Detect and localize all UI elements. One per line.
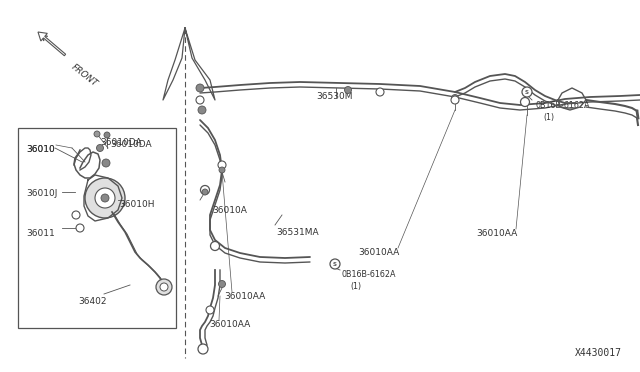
Circle shape <box>160 283 168 291</box>
Circle shape <box>451 94 458 102</box>
FancyArrow shape <box>38 32 66 56</box>
Circle shape <box>72 211 80 219</box>
Text: 0B16B-6162A: 0B16B-6162A <box>535 101 589 110</box>
Text: 36010: 36010 <box>26 145 55 154</box>
Text: 0B16B-6162A: 0B16B-6162A <box>342 270 397 279</box>
Text: 36010AA: 36010AA <box>209 320 250 329</box>
Circle shape <box>344 87 351 93</box>
Circle shape <box>198 344 208 354</box>
Text: 36010AA: 36010AA <box>224 292 265 301</box>
Circle shape <box>102 159 110 167</box>
Text: S: S <box>333 262 337 266</box>
Circle shape <box>196 96 204 104</box>
Text: 36010DA: 36010DA <box>110 140 152 149</box>
Circle shape <box>218 280 225 288</box>
Text: FRONT: FRONT <box>70 62 100 88</box>
Text: 36011: 36011 <box>26 229 55 238</box>
Circle shape <box>202 189 208 195</box>
Text: (1): (1) <box>543 113 554 122</box>
Circle shape <box>196 84 204 92</box>
Circle shape <box>451 96 459 104</box>
Text: 36010DA: 36010DA <box>100 138 141 147</box>
Circle shape <box>219 167 225 173</box>
Circle shape <box>101 194 109 202</box>
Circle shape <box>104 132 110 138</box>
Circle shape <box>211 241 220 250</box>
Text: 36530M: 36530M <box>316 92 353 101</box>
Circle shape <box>97 144 104 151</box>
Circle shape <box>198 106 206 114</box>
Text: 36010AA: 36010AA <box>476 229 517 238</box>
Circle shape <box>156 279 172 295</box>
Circle shape <box>95 188 115 208</box>
Bar <box>18 128 176 328</box>
Circle shape <box>94 131 100 137</box>
Text: 36010: 36010 <box>26 145 55 154</box>
Text: X4430017: X4430017 <box>575 348 622 358</box>
Circle shape <box>330 259 340 269</box>
Text: 36402: 36402 <box>78 297 106 306</box>
Text: S: S <box>525 90 529 94</box>
Circle shape <box>206 306 214 314</box>
Text: 36010H: 36010H <box>119 200 154 209</box>
Circle shape <box>218 161 226 169</box>
Text: 36531MA: 36531MA <box>276 228 319 237</box>
Text: 36010J: 36010J <box>26 189 58 198</box>
Circle shape <box>76 224 84 232</box>
Text: 36010AA: 36010AA <box>358 248 399 257</box>
Circle shape <box>522 87 532 97</box>
Text: 36010A: 36010A <box>212 206 247 215</box>
Text: (1): (1) <box>350 282 361 291</box>
Circle shape <box>85 178 125 218</box>
Circle shape <box>200 186 209 195</box>
Circle shape <box>376 88 384 96</box>
Circle shape <box>520 97 529 106</box>
